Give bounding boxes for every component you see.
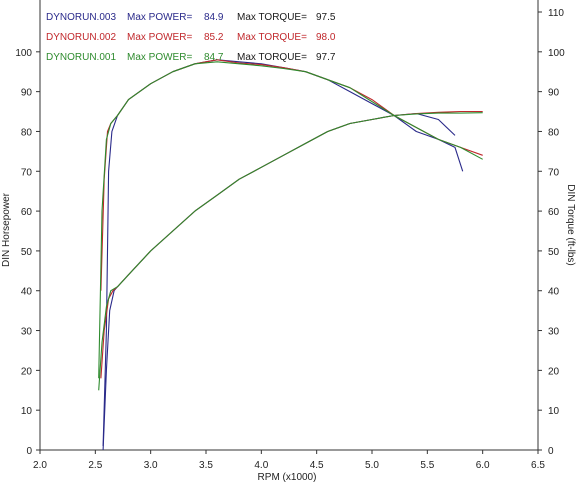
legend-run-name: DYNORUN.001 <box>46 52 116 63</box>
y-right-tick-label: 110 <box>548 8 564 19</box>
legend-power-value: 84.9 <box>204 12 224 23</box>
legend: DYNORUN.003 Max POWER= 84.9 Max TORQUE= 97.5… <box>46 12 336 63</box>
series-line-torque <box>98 61 483 379</box>
legend-run-name: DYNORUN.002 <box>46 32 116 43</box>
x-tick-label: 6.5 <box>531 460 545 471</box>
legend-power-value: 84.7 <box>204 52 224 63</box>
x-tick-label: 4.5 <box>310 460 324 471</box>
legend-torque-label: Max TORQUE= <box>237 52 307 63</box>
y-right-tick-label: 80 <box>548 127 560 138</box>
x-tick-label: 2.0 <box>33 460 47 471</box>
y-left-tick-label: 20 <box>21 366 33 377</box>
y-axis-title-left: DIN Horsepower <box>1 192 12 267</box>
x-tick-label: 5.5 <box>420 460 434 471</box>
y-right-tick-label: 40 <box>548 287 560 298</box>
y-left-tick-label: 40 <box>21 287 33 298</box>
legend-torque-value: 97.7 <box>316 52 336 63</box>
y-left-tick-label: 90 <box>21 88 33 99</box>
y-left-tick-label: 0 <box>26 446 32 457</box>
legend-power-value: 85.2 <box>204 32 224 43</box>
legend-run-name: DYNORUN.003 <box>46 12 116 23</box>
series-line-torque <box>100 59 483 291</box>
y-left-tick-label: 60 <box>21 207 33 218</box>
x-tick-label: 3.0 <box>144 460 158 471</box>
legend-power-label: Max POWER= <box>127 52 192 63</box>
x-tick-label: 6.0 <box>476 460 490 471</box>
x-axis-title: RPM (x1000) <box>258 472 317 482</box>
y-left-tick-label: 70 <box>21 167 33 178</box>
series-line-power <box>102 112 456 451</box>
x-tick-label: 2.5 <box>88 460 102 471</box>
y-right-tick-label: 30 <box>548 327 560 338</box>
legend-torque-value: 98.0 <box>316 32 336 43</box>
y-left-tick-label: 30 <box>21 327 33 338</box>
y-right-tick-label: 70 <box>548 167 560 178</box>
y-right-tick-label: 100 <box>548 48 565 59</box>
series-lines <box>98 59 483 451</box>
legend-torque-label: Max TORQUE= <box>237 32 307 43</box>
legend-power-label: Max POWER= <box>127 32 192 43</box>
y-axis-title-right: DIN Torque (ft-lbs) <box>565 184 576 266</box>
y-left-tick-label: 80 <box>21 127 33 138</box>
y-left-tick-label: 100 <box>15 48 32 59</box>
axes: 2.0 2.5 3.0 3.5 4.0 4.5 5.0 5.5 6.0 6.50102030405… <box>15 0 565 471</box>
series-line-power <box>98 112 483 391</box>
x-tick-label: 5.0 <box>365 460 379 471</box>
x-tick-label: 3.5 <box>199 460 213 471</box>
y-right-tick-label: 60 <box>548 207 560 218</box>
x-tick-label: 4.0 <box>254 460 268 471</box>
y-right-tick-label: 50 <box>548 247 560 258</box>
legend-torque-value: 97.5 <box>316 12 336 23</box>
y-right-tick-label: 20 <box>548 366 560 377</box>
legend-power-label: Max POWER= <box>127 12 192 23</box>
y-left-tick-label: 10 <box>21 406 33 417</box>
series-line-torque <box>102 59 464 447</box>
y-right-tick-label: 90 <box>548 88 560 99</box>
y-right-tick-label: 0 <box>548 446 554 457</box>
y-left-tick-label: 50 <box>21 247 33 258</box>
legend-torque-label: Max TORQUE= <box>237 12 307 23</box>
y-right-tick-label: 10 <box>548 406 560 417</box>
